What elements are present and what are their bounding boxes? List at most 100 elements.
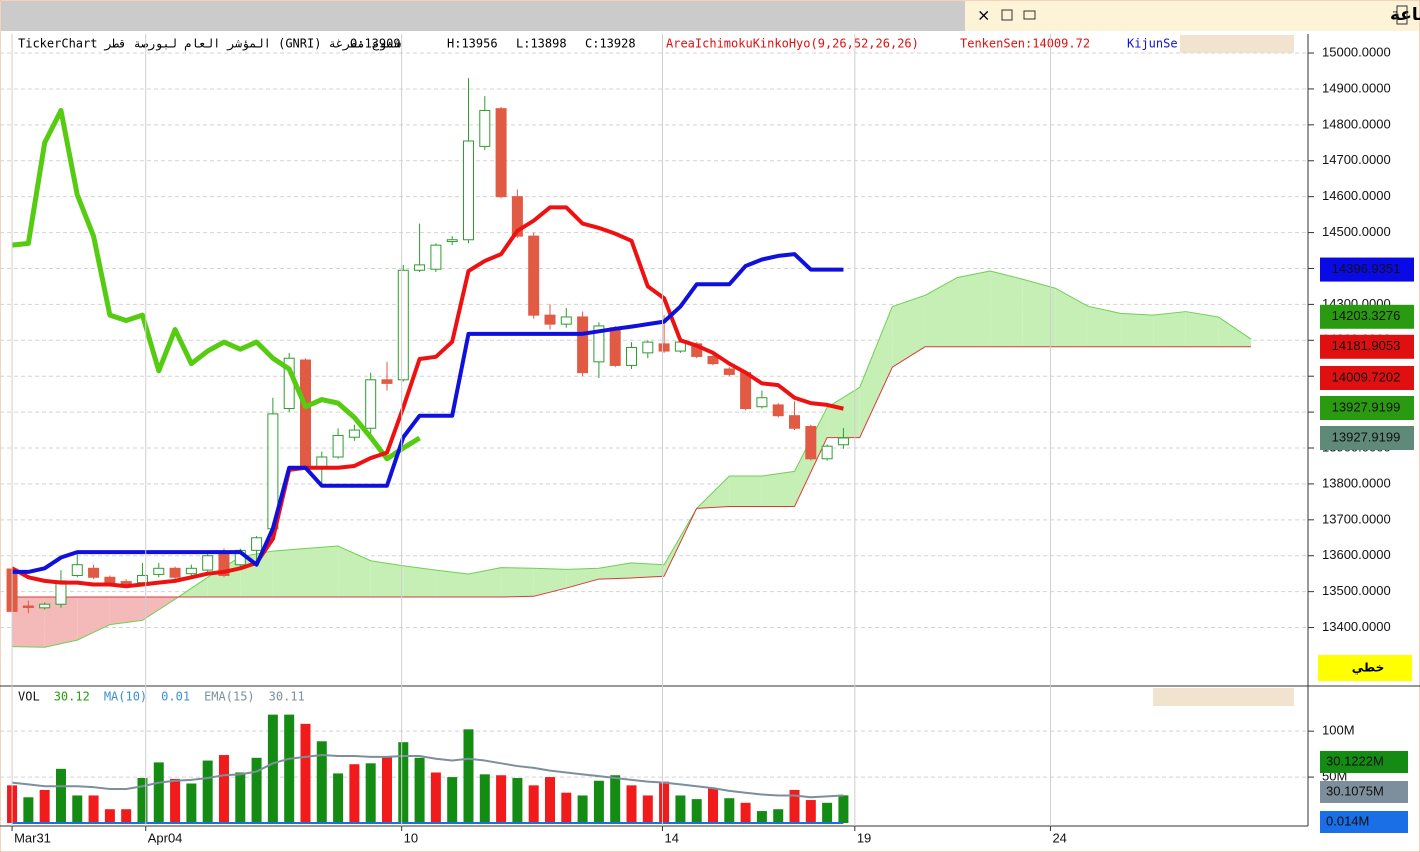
volume-bar (561, 792, 572, 823)
cloud-segment (370, 560, 404, 598)
y-tick-label: 14500.0000 (1322, 224, 1391, 239)
cloud-segment (12, 597, 45, 648)
tenkan-label: TenkenSen:14009.72 (960, 37, 1090, 51)
ohlc-value: L:13898 (516, 37, 567, 51)
close-button[interactable]: × (977, 6, 990, 25)
volume-legend-item: MA(10) (104, 690, 147, 704)
cloud-segment (598, 562, 632, 580)
candle-body (528, 235, 540, 316)
panel-toolbar[interactable] (1180, 35, 1294, 53)
candle-body (39, 603, 51, 609)
candle-body (789, 415, 801, 429)
volume-bar (675, 795, 686, 823)
candle-body (805, 425, 817, 460)
cloud-segment (240, 551, 273, 598)
price-plot (0, 52, 1308, 648)
indicator-line (11, 205, 844, 589)
indicator-line (12, 252, 844, 574)
cloud-segment (631, 562, 665, 578)
candle-body (120, 581, 132, 585)
x-tick-label: 24 (1052, 830, 1066, 845)
volume-legend-item: 30.12 (54, 690, 90, 704)
volume-legend-item: 30.11 (269, 690, 305, 704)
volume-bar (610, 775, 621, 823)
volume-bar (316, 741, 327, 823)
volume-bar (235, 772, 246, 823)
cloud-segment (338, 546, 371, 598)
cloud-segment (924, 277, 958, 347)
kijun-label: KijunSe (1127, 37, 1178, 51)
volume-bar (724, 798, 735, 823)
volume-bar (170, 778, 181, 823)
volume-bar (838, 795, 849, 823)
volume-plot (0, 714, 1308, 824)
title-area (965, 1, 1419, 31)
volume-bar (72, 795, 83, 823)
volume-legend-item: 0.01 (161, 690, 190, 704)
detach-button[interactable] (1023, 10, 1036, 20)
price-marker-label: 14009.7202 (1332, 369, 1401, 384)
cloud-segment (305, 546, 339, 598)
volume-legend-item: VOL (18, 690, 40, 704)
y-tick-label: 14800.0000 (1322, 116, 1391, 131)
candle-body (577, 316, 589, 374)
y-tick-label: 13600.0000 (1322, 547, 1391, 562)
volume-bar (593, 780, 604, 823)
mode-label[interactable]: خطي (1352, 661, 1384, 675)
candle-body (707, 355, 719, 365)
cloud-segment (566, 568, 599, 589)
volume-bar (577, 795, 588, 823)
y-tick-label: 14900.0000 (1322, 80, 1391, 95)
cloud-segment (859, 306, 893, 438)
volume-bar (218, 755, 229, 823)
price-marker (1320, 365, 1414, 390)
candle-body (756, 397, 768, 408)
volume-bar (756, 811, 767, 823)
volume-bar (691, 799, 702, 823)
x-tick-label: 10 (404, 830, 418, 845)
x-tick-label: 14 (664, 830, 678, 845)
candle-body (153, 567, 165, 575)
cloud-segment (403, 565, 436, 598)
cloud-segment (729, 476, 762, 507)
volume-bar (153, 762, 164, 823)
panel-toolbar[interactable] (1153, 688, 1294, 706)
volume-bar (659, 781, 670, 823)
candle-body (479, 109, 491, 147)
x-tick-label: Apr04 (148, 830, 183, 845)
volume-marker-label: 30.1075M (1326, 783, 1384, 798)
candle-body (397, 269, 409, 381)
volume-bar (104, 809, 115, 823)
candle-body (560, 316, 572, 325)
volume-bar (528, 785, 539, 823)
candle-body (462, 140, 474, 241)
volume-bar (349, 764, 360, 823)
volume-marker (1320, 810, 1408, 833)
ohlc-value: H:13956 (447, 37, 498, 51)
price-marker-label: 14203.3276 (1332, 308, 1401, 323)
volume-bar (23, 797, 34, 823)
y-tick-label: 13700.0000 (1322, 511, 1391, 526)
title-icon (1396, 5, 1408, 25)
candle-body (365, 379, 377, 429)
candle-body (837, 437, 849, 446)
candle-body (821, 445, 833, 460)
cloud-segment (892, 295, 925, 368)
volume-bar (496, 775, 507, 823)
candle-body (544, 314, 556, 325)
y-tick-label: 13500.0000 (1322, 583, 1391, 598)
volume-bar (137, 778, 148, 823)
candle-body (88, 567, 100, 578)
volume-bar (88, 795, 99, 823)
candle-body (299, 359, 311, 469)
info-text: TickerChart المؤشر العام لبورصة قطر (GNR… (18, 37, 401, 52)
mode-box[interactable] (1318, 655, 1412, 681)
restore-button[interactable] (1001, 9, 1013, 21)
volume-bar (333, 773, 344, 823)
candle-body (446, 239, 458, 243)
candle-body (414, 264, 426, 271)
volume-bar (708, 788, 719, 823)
cloud-segment (1055, 288, 1088, 347)
volume-bar (626, 785, 637, 823)
cloud-segment (44, 597, 78, 648)
